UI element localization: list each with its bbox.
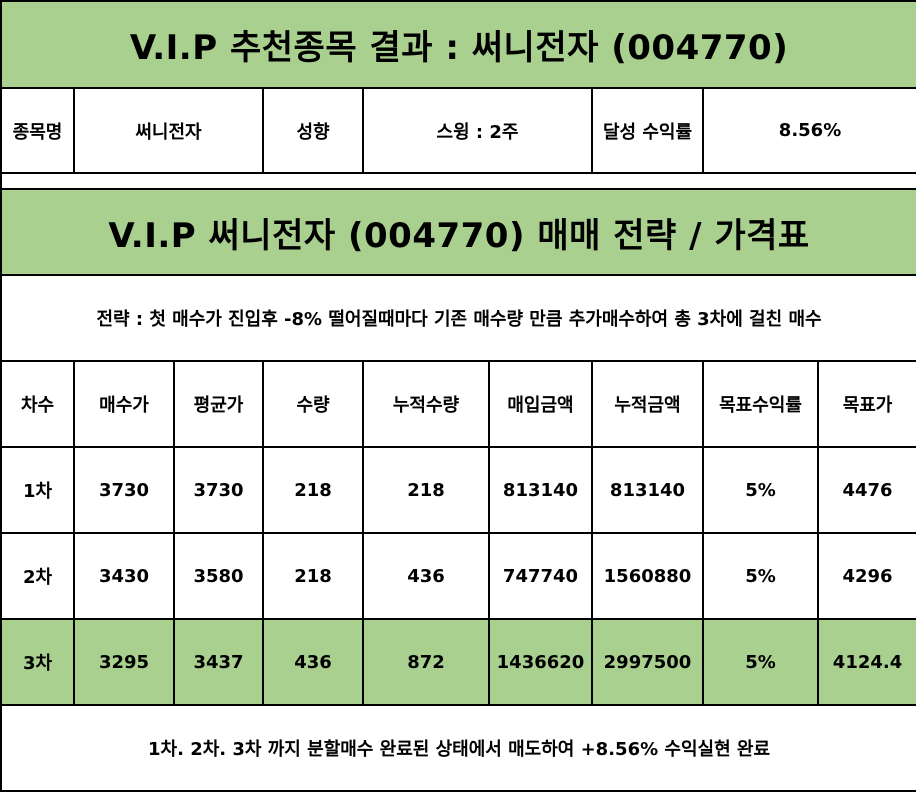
- table-row: 2차 3430 3580 218 436 747740 1560880 5% 4…: [0, 532, 916, 620]
- table-cell: 218: [262, 446, 364, 534]
- table-cell: 436: [262, 618, 364, 706]
- table-cell: 5%: [702, 532, 819, 620]
- table-cell: 1436620: [488, 618, 593, 706]
- table-cell: 436: [362, 532, 490, 620]
- stock-name-label: 종목명: [0, 87, 75, 174]
- table-cell: 1560880: [591, 532, 704, 620]
- spacer-cell: [0, 172, 916, 190]
- header-cell: 매수가: [73, 360, 175, 448]
- table-cell: 5%: [702, 618, 819, 706]
- table-cell: 872: [362, 618, 490, 706]
- table-cell: 3295: [73, 618, 175, 706]
- return-label: 달성 수익률: [591, 87, 704, 174]
- table-cell: 3437: [173, 618, 264, 706]
- strategy-title: V.I.P 써니전자 (004770) 매매 전략 / 가격표: [0, 188, 916, 276]
- table-cell: 747740: [488, 532, 593, 620]
- table-cell: 2차: [0, 532, 75, 620]
- table-cell: 4296: [816, 532, 916, 620]
- header-cell: 수량: [262, 360, 364, 448]
- stock-name-value: 써니전자: [73, 87, 264, 174]
- info-row: 종목명 써니전자 성향 스윙 : 2주 달성 수익률 8.56%: [0, 87, 916, 174]
- table-cell: 3580: [173, 532, 264, 620]
- header-cell: 누적수량: [362, 360, 490, 448]
- header-cell: 목표가: [816, 360, 916, 448]
- table-cell: 2997500: [591, 618, 704, 706]
- header-cell: 매입금액: [488, 360, 593, 448]
- return-value: 8.56%: [701, 87, 916, 174]
- table-cell: 813140: [488, 446, 593, 534]
- table-cell: 4124.4: [816, 618, 916, 706]
- style-label: 성향: [262, 87, 364, 174]
- strategy-note: 전략 : 첫 매수가 진입후 -8% 떨어질때마다 기존 매수량 만큼 추가매수…: [0, 274, 916, 362]
- style-value: 스윙 : 2주: [362, 87, 593, 174]
- table-cell: 5%: [702, 446, 819, 534]
- table-row: 1차 3730 3730 218 218 813140 813140 5% 44…: [0, 446, 916, 534]
- table-row-highlighted: 3차 3295 3437 436 872 1436620 2997500 5% …: [0, 618, 916, 706]
- table-cell: 4476: [816, 446, 916, 534]
- table-cell: 3730: [73, 446, 175, 534]
- table-cell: 1차: [0, 446, 75, 534]
- table-cell: 3430: [73, 532, 175, 620]
- page-title: V.I.P 추천종목 결과 : 써니전자 (004770): [0, 0, 916, 89]
- spacer-row: [0, 172, 916, 190]
- table-cell: 3730: [173, 446, 264, 534]
- table-header-row: 차수 매수가 평균가 수량 누적수량 매입금액 누적금액 목표수익률 목표가: [0, 360, 916, 448]
- header-cell: 차수: [0, 360, 75, 448]
- result-note: 1차. 2차. 3차 까지 분할매수 완료된 상태에서 매도하여 +8.56% …: [0, 704, 916, 792]
- header-cell: 평균가: [173, 360, 264, 448]
- table-cell: 3차: [0, 618, 75, 706]
- header-cell: 누적금액: [591, 360, 704, 448]
- header-cell: 목표수익률: [702, 360, 819, 448]
- table-cell: 218: [262, 532, 364, 620]
- table-cell: 218: [362, 446, 490, 534]
- table-cell: 813140: [591, 446, 704, 534]
